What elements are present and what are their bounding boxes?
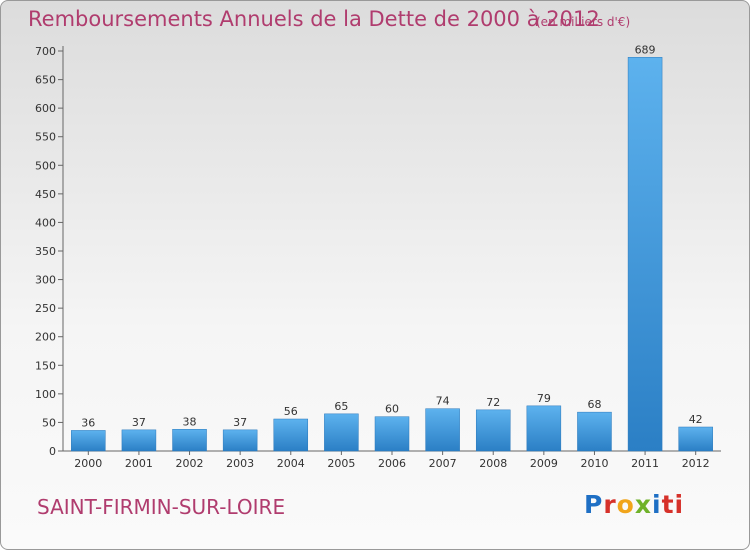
data-label: 56: [284, 405, 298, 418]
bar: [627, 57, 663, 452]
data-label: 79: [537, 392, 551, 405]
data-label: 689: [635, 43, 656, 56]
logo-letter: P: [584, 490, 604, 519]
x-tick-label: 2011: [631, 457, 659, 470]
chart-title: Remboursements Annuels de la Dette de 20…: [28, 7, 600, 31]
y-tick-label: 650: [35, 74, 56, 87]
logo-letter: x: [634, 490, 652, 519]
y-tick-label: 500: [35, 159, 56, 172]
y-tick-label: 50: [42, 416, 56, 429]
bar: [577, 411, 612, 452]
bars: 36 37 38 37 56 65 60 74 72 79 68 689 42: [71, 43, 713, 452]
y-tick-label: 100: [35, 388, 56, 401]
x-tick-label: 2004: [277, 457, 305, 470]
bar: [172, 429, 207, 452]
data-label: 36: [81, 416, 95, 429]
y-axis: 0 50 100 150 200 250 300 350 400 450 500 550 600 650 7…: [35, 45, 64, 458]
data-label: 42: [689, 413, 703, 426]
bar: [475, 409, 511, 452]
y-tick-label: 600: [35, 102, 56, 115]
bar: [425, 408, 460, 452]
chart-unit: (en milliers d'€): [536, 15, 631, 29]
y-tick-label: 300: [35, 274, 56, 287]
data-label: 38: [183, 415, 197, 428]
data-label: 72: [486, 396, 500, 409]
x-tick-label: 2007: [429, 457, 457, 470]
x-tick-label: 2009: [530, 457, 558, 470]
bar: [121, 429, 157, 452]
x-tick-label: 2005: [327, 457, 355, 470]
y-tick-label: 450: [35, 188, 56, 201]
data-label: 37: [233, 416, 247, 429]
y-tick-label: 700: [35, 45, 56, 58]
proxiti-logo: Proxiti: [584, 490, 684, 519]
data-label: 65: [334, 400, 348, 413]
x-tick-label: 2006: [378, 457, 406, 470]
bar: [324, 413, 359, 452]
y-tick-label: 150: [35, 359, 56, 372]
bar: [526, 405, 562, 452]
commune-name: SAINT-FIRMIN-SUR-LOIRE: [37, 495, 286, 519]
y-tick-label: 400: [35, 216, 56, 229]
logo-letter: o: [616, 490, 635, 519]
data-label: 60: [385, 403, 399, 416]
x-axis: 2000 2001 2002 2003 2004 2005 2006 2007 2008 2009…: [63, 450, 721, 470]
data-label: 68: [587, 398, 601, 411]
bar: [374, 416, 410, 452]
logo-letter: r: [603, 490, 617, 519]
x-tick-label: 2000: [74, 457, 102, 470]
y-tick-label: 250: [35, 302, 56, 315]
bar: [71, 430, 106, 452]
bar: [222, 429, 258, 452]
x-tick-label: 2003: [226, 457, 254, 470]
data-label: 74: [436, 395, 450, 408]
x-tick-label: 2008: [479, 457, 507, 470]
bar: [273, 418, 309, 452]
y-tick-label: 200: [35, 331, 56, 344]
x-tick-label: 2002: [176, 457, 204, 470]
data-label: 37: [132, 416, 146, 429]
y-tick-label: 350: [35, 245, 56, 258]
x-tick-label: 2001: [125, 457, 153, 470]
bar: [678, 426, 713, 452]
y-tick-label: 0: [49, 445, 56, 458]
x-tick-label: 2010: [580, 457, 608, 470]
x-tick-label: 2012: [682, 457, 710, 470]
y-tick-label: 550: [35, 131, 56, 144]
logo-letter: i: [652, 490, 662, 519]
logo-letter: ti: [661, 490, 685, 519]
